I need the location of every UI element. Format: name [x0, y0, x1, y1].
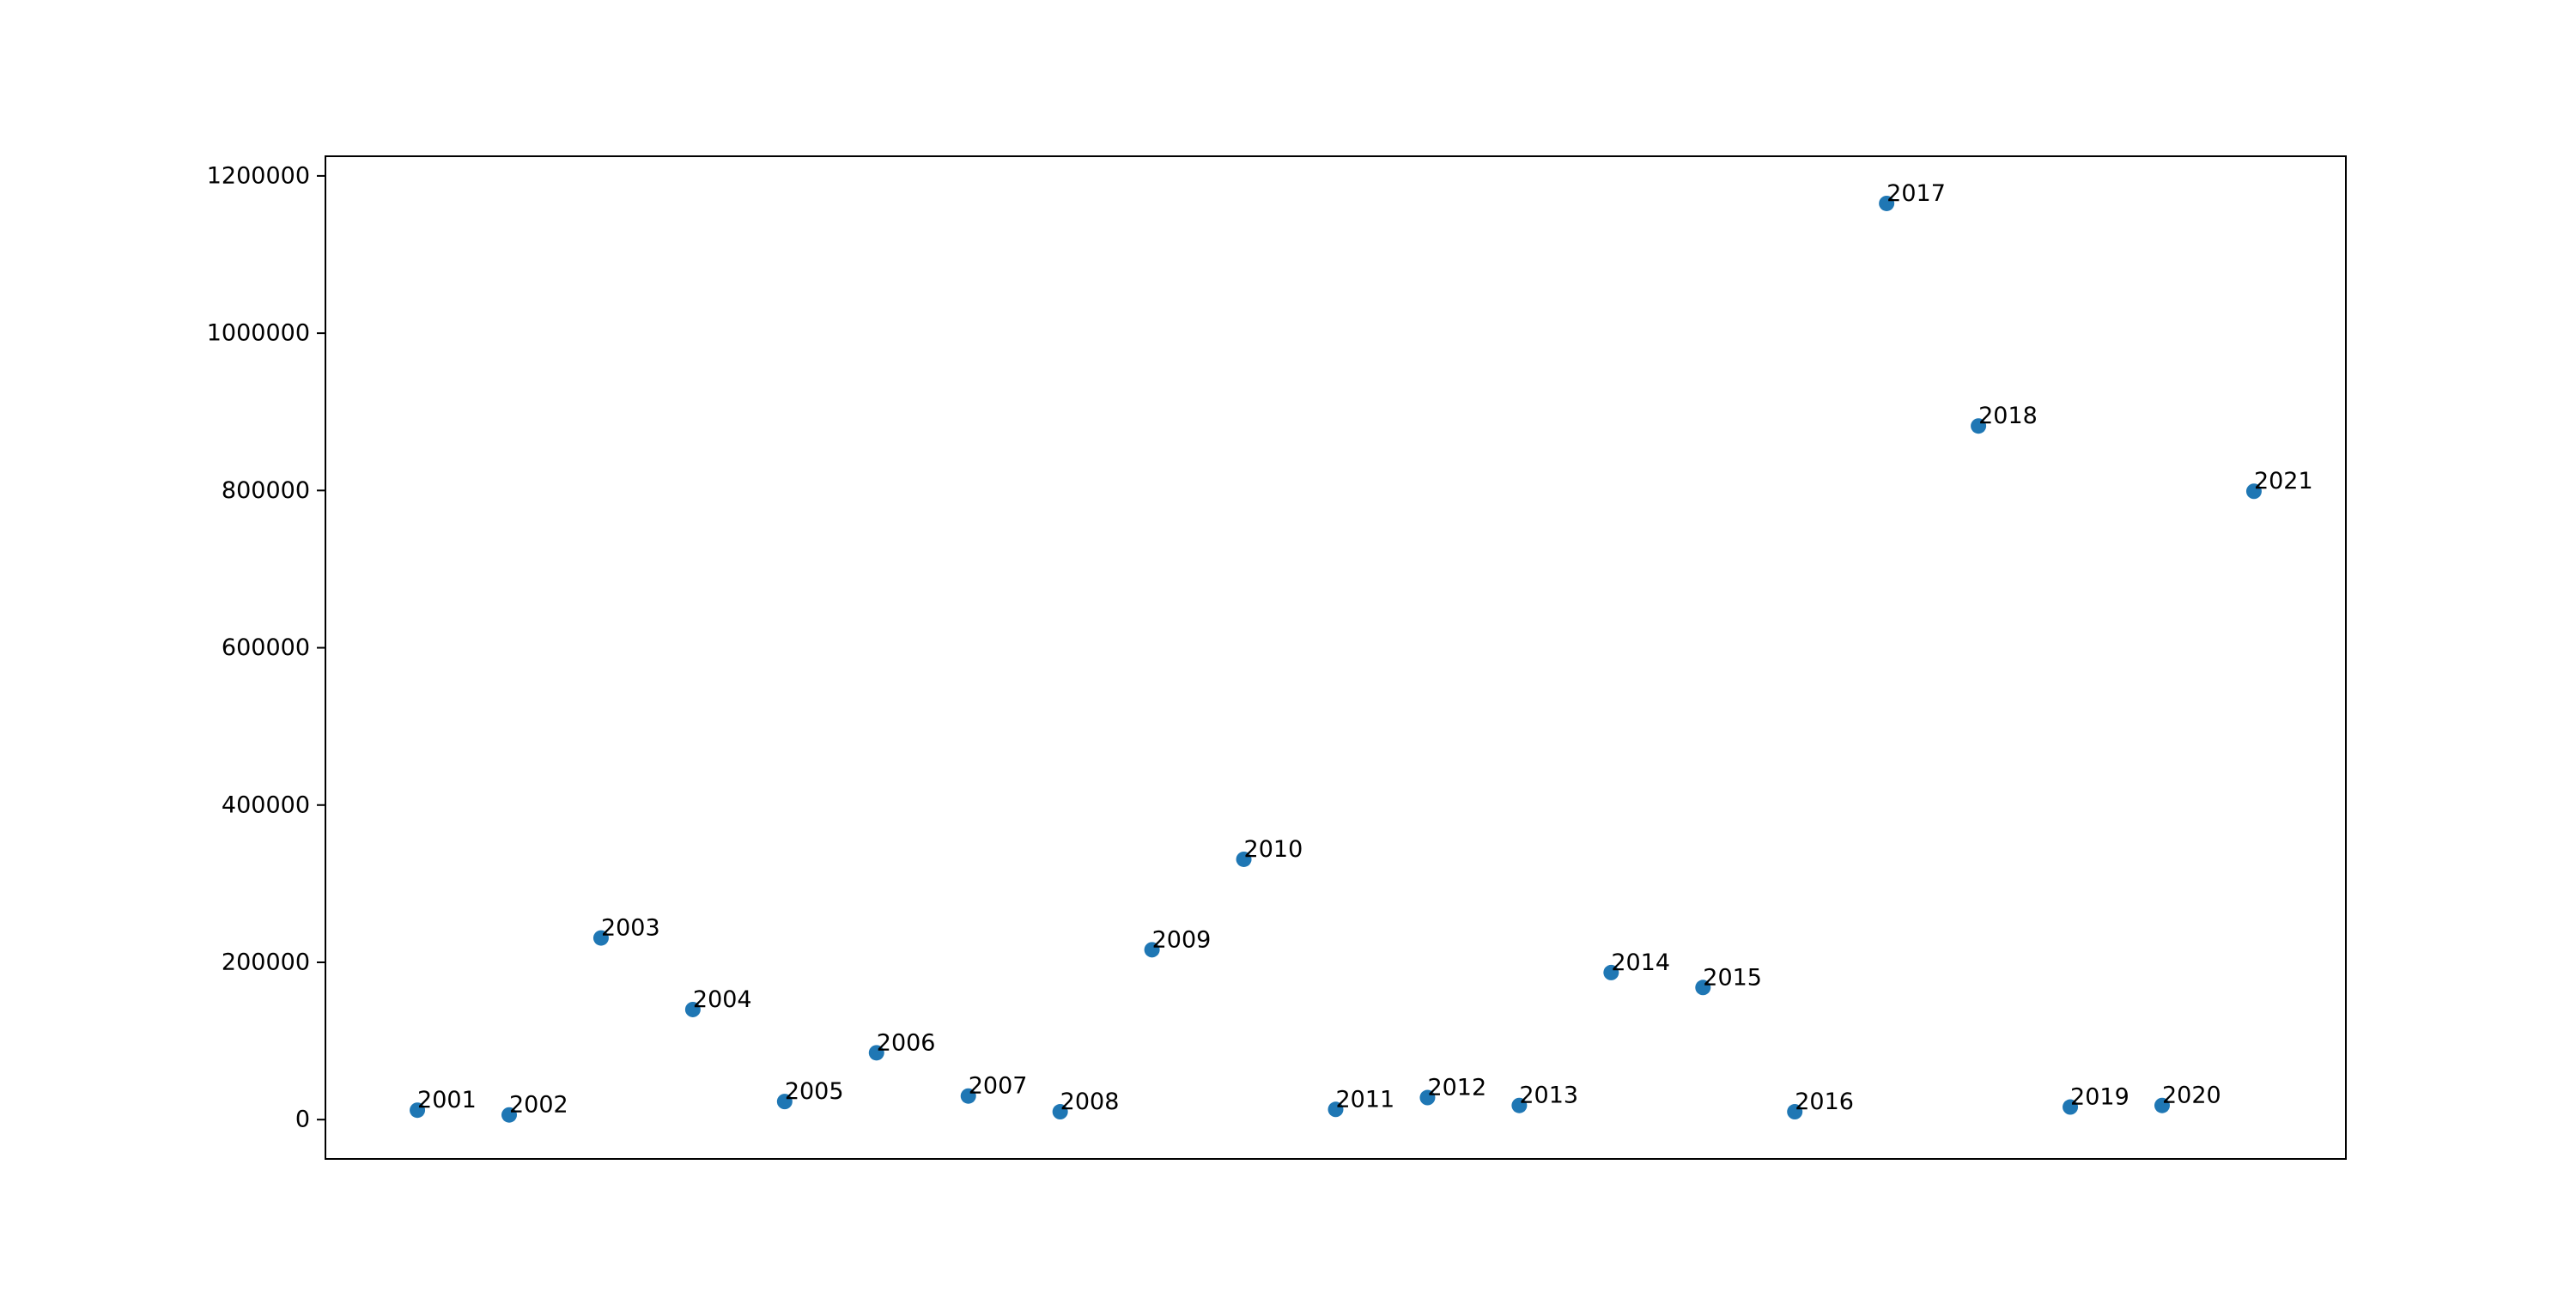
data-point [1511, 1097, 1528, 1113]
data-point [1144, 942, 1160, 958]
data-points [410, 195, 2262, 1123]
data-point [501, 1107, 518, 1123]
data-point-label: 2007 [969, 1073, 1028, 1100]
data-point-label: 2008 [1060, 1089, 1120, 1115]
data-point [2245, 483, 2262, 500]
data-point [1787, 1104, 1803, 1120]
data-point-label: 2014 [1611, 949, 1670, 976]
data-point-label: 2019 [2070, 1084, 2129, 1111]
y-tick-label: 0 [295, 1107, 310, 1133]
plot-area-frame [325, 155, 2347, 1160]
data-point [1603, 964, 1619, 980]
data-point-label: 2021 [2254, 468, 2313, 494]
data-point [1236, 851, 1252, 867]
y-tick-label: 200000 [222, 949, 310, 975]
data-point-label: 2001 [417, 1087, 477, 1113]
data-point [2154, 1097, 2170, 1113]
data-point [2063, 1099, 2079, 1115]
data-point-label: 2002 [509, 1092, 568, 1119]
data-point-label: 2004 [693, 986, 752, 1013]
data-point [410, 1102, 426, 1119]
data-point [684, 1001, 701, 1017]
data-point-label: 2005 [785, 1078, 844, 1105]
data-point-label: 2012 [1427, 1075, 1486, 1101]
data-point [592, 930, 609, 946]
data-point-label: 2018 [1978, 403, 2038, 429]
data-point-label: 2009 [1152, 926, 1212, 953]
data-point-label: 2010 [1244, 836, 1303, 863]
y-tick-label: 800000 [222, 477, 310, 504]
data-point [1971, 418, 1987, 434]
data-point [1327, 1101, 1344, 1118]
data-point [1879, 195, 1895, 211]
data-point [1419, 1089, 1436, 1106]
data-point-label: 2016 [1795, 1089, 1854, 1115]
y-tick-label: 1200000 [207, 162, 310, 189]
data-point-label: 2015 [1703, 964, 1762, 991]
data-point [776, 1094, 793, 1110]
data-point-label: 2003 [601, 915, 660, 942]
data-point-label: 2013 [1519, 1083, 1578, 1109]
data-point [960, 1088, 976, 1104]
point-labels: 2001 2002 2003 2004 2005 2006 2007 2008 2009 2010… [417, 180, 2313, 1119]
data-point [868, 1045, 884, 1061]
data-point [1052, 1104, 1068, 1120]
y-tick-label: 600000 [222, 634, 310, 661]
data-point-label: 2006 [877, 1029, 936, 1056]
data-point [1695, 980, 1711, 996]
data-point-label: 2017 [1886, 180, 1946, 207]
y-tick-label: 400000 [222, 792, 310, 818]
data-point-label: 2020 [2162, 1083, 2221, 1109]
y-tick-label: 1000000 [207, 320, 310, 347]
y-axis: 0 200000 400000 600000 800000 1000000 1200000 [207, 162, 325, 1133]
data-point-label: 2011 [1336, 1086, 1395, 1113]
